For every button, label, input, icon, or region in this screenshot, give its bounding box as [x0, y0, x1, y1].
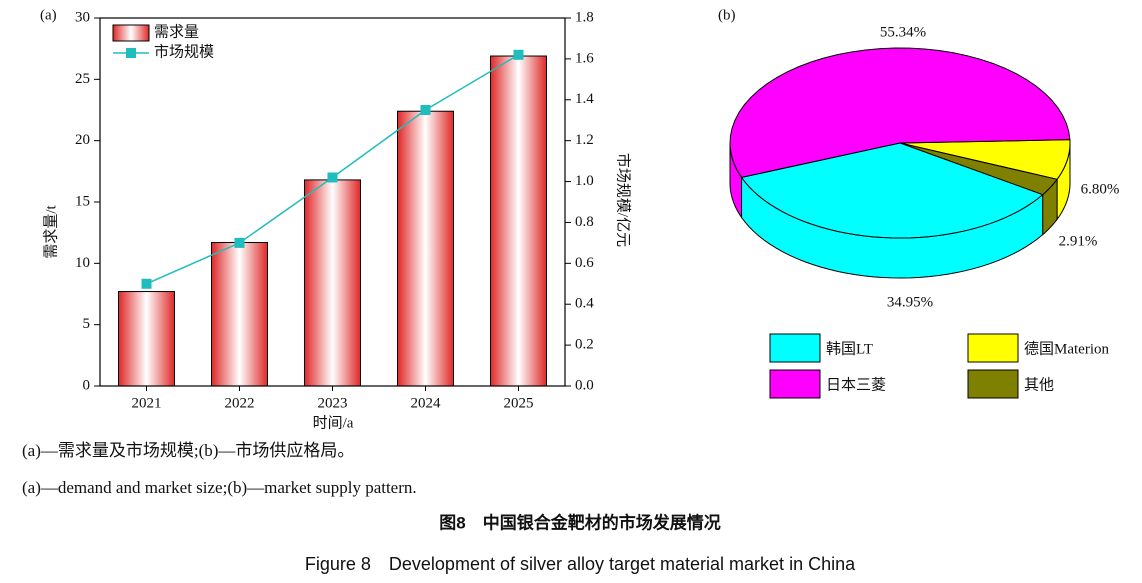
x-tick-label: 2022 [225, 395, 255, 411]
legend-marker [126, 48, 136, 58]
x-tick-label: 2024 [411, 395, 442, 411]
legend-swatch [967, 333, 1019, 363]
legend-swatch [967, 369, 1019, 399]
y-tick-label: 30 [75, 9, 90, 25]
pie-slice [729, 47, 1071, 178]
bar [211, 241, 268, 387]
legend-label: 市场规模 [154, 43, 214, 60]
legend-swatch [769, 369, 821, 399]
marker [420, 105, 431, 115]
panel-label: (b) [718, 7, 736, 23]
y2-tick-label: 1.4 [575, 91, 594, 107]
y2-tick-label: 0.2 [575, 337, 594, 353]
y2-tick-label: 0.4 [575, 296, 594, 312]
x-tick-label: 2021 [132, 395, 162, 411]
figure-title: 图8 中国银合金靶材的市场发展情况 [439, 512, 720, 532]
data-label: 2.91% [1059, 233, 1098, 249]
legend-label: 需求量 [154, 23, 199, 40]
pie-slice [899, 142, 1058, 196]
data-label: 34.95% [887, 294, 933, 310]
y-tick-label: 15 [75, 193, 90, 209]
legend-label: 韩国LT [826, 340, 873, 357]
legend-swatch [112, 24, 150, 42]
caption-line: (a)—需求量及市场规模;(b)—市场供应格局。 [22, 441, 354, 460]
y-tick-label: 10 [75, 255, 90, 271]
y-axis-label: 需求量/t [42, 205, 59, 259]
y-tick-label: 0 [83, 377, 91, 393]
y-tick-label: 5 [83, 316, 91, 332]
y2-tick-label: 1.0 [575, 173, 594, 189]
plot-frame [99, 17, 566, 387]
bar [397, 110, 454, 387]
y-tick-label: 25 [75, 71, 90, 87]
y2-tick-label: 1.6 [575, 50, 594, 66]
x-tick-label: 2025 [504, 395, 534, 411]
marker [234, 237, 245, 248]
bar [304, 179, 361, 387]
panel-label: (a) [40, 7, 57, 23]
marker [327, 172, 338, 183]
bar [490, 55, 547, 387]
y2-tick-label: 0.6 [575, 255, 594, 271]
pie-slice [899, 139, 1071, 180]
y2-tick-label: 1.8 [575, 9, 594, 25]
marker [513, 49, 524, 60]
bar [118, 291, 175, 387]
y2-axis-label: 市场规模/亿元 [615, 153, 632, 247]
x-tick-label: 2023 [318, 395, 348, 411]
y2-tick-label: 0.8 [575, 214, 594, 230]
y2-tick-label: 1.2 [575, 132, 594, 148]
x-axis-label: 时间/a [313, 414, 354, 431]
caption-line: (a)—demand and market size;(b)—market su… [22, 478, 417, 497]
y2-tick-label: 0.0 [575, 377, 594, 393]
legend-label: 日本三菱 [826, 376, 886, 393]
legend-swatch [769, 333, 821, 363]
y-tick-label: 20 [75, 132, 90, 148]
marker [141, 278, 152, 289]
pie-slice [740, 142, 1044, 239]
data-label: 55.34% [880, 24, 926, 40]
legend-label: 其他 [1024, 376, 1054, 393]
figure-title: Figure 8 Development of silver alloy tar… [305, 554, 856, 574]
data-label: 6.80% [1081, 181, 1120, 197]
legend-label: 德国Materion [1024, 339, 1109, 357]
